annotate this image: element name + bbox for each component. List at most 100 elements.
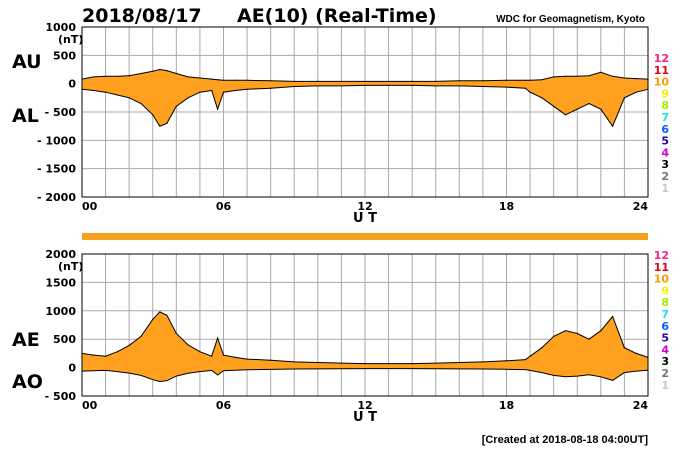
x-tick-label: 18 [499,399,514,412]
au-al-grid [82,26,648,198]
ae-point [340,362,343,364]
ae-point [234,356,236,358]
station-count-label: 7 [661,308,669,321]
au-al-unit: (nT) [58,33,83,46]
y-tick-label: 500 [53,333,76,346]
y-tick-label: 500 [53,49,76,62]
al-point [387,84,390,86]
station-count-label: 3 [661,158,669,171]
au-line [81,68,649,82]
ae-point [93,354,95,356]
al-point [128,97,130,99]
au-point [612,75,614,77]
ao-label: AO [12,371,43,393]
au-point [600,71,602,73]
al-point [317,85,319,87]
ae-point [588,338,590,340]
au-al-frame [81,26,649,198]
x-tick-label: 00 [82,399,98,412]
au-point [564,75,567,77]
station-count-label: 12 [654,52,669,65]
ae-point [152,318,154,320]
station-count-label: 2 [661,170,669,183]
ae-point [140,335,142,337]
ae-point [166,314,168,316]
ae-point [364,363,366,365]
au-point [635,77,637,80]
y-tick-label: - 1500 [37,163,76,176]
au-point [187,76,189,78]
al-point [116,94,118,96]
au-al-y-ticks: 1000 500 0 - 500 - 1000 - 1500 - 2000 [37,21,76,204]
au-point [588,75,590,77]
ae-point [104,355,107,357]
au-point [340,80,343,82]
ae-point [553,335,555,337]
ae-point [270,359,272,361]
ao-line [81,368,649,383]
ae-point [612,315,614,318]
al-point [458,85,460,87]
ae-point [458,361,460,364]
station-count-label: 5 [661,135,669,148]
al-point [222,91,225,93]
au-point [529,79,531,81]
au-point [175,72,177,75]
y-tick-label: 2000 [45,248,76,261]
station-count-label: 11 [654,64,669,77]
station-count-label: 6 [661,123,669,136]
ae-point [411,363,413,365]
au-al-x-axis-label: U T [353,211,377,226]
al-point [270,87,272,89]
au-point [623,77,626,79]
al-point [293,85,295,88]
au-point [234,79,236,81]
ae-point [435,362,437,364]
al-point [564,114,567,116]
au-point [482,80,484,82]
al-point [364,84,366,86]
station-count-label: 8 [661,296,669,309]
au-point [293,80,295,82]
ae-ao-x-ticks: 00 06 12 18 24 [82,399,648,412]
y-tick-label: 0 [68,362,76,375]
au-point [199,77,201,79]
al-point [199,91,201,93]
al-point [104,91,107,93]
al-point [217,108,219,110]
x-tick-label: 06 [216,200,232,213]
au-point [317,80,319,82]
al-point [140,102,142,105]
ae-point [217,337,219,339]
au-point [647,78,649,80]
station-count-label: 10 [654,76,670,89]
date-label: 2018/08/17 [82,5,202,27]
data-coverage-bar [82,233,648,240]
station-count-label: 9 [661,87,669,100]
x-tick-label: 24 [633,399,649,412]
created-timestamp: [Created at 2018-08-18 04:00UT] [482,434,649,446]
y-tick-label: 1000 [45,305,76,318]
y-tick-label: - 1000 [37,134,76,147]
al-point [166,122,168,124]
al-point [635,91,637,93]
al-point [524,87,526,89]
y-tick-label: - 500 [45,106,77,119]
ae-point [505,360,508,362]
ae-point [175,332,177,335]
al-point [187,97,189,99]
al-point [647,88,649,90]
au-al-x-ticks: 00 06 12 18 24 [82,200,648,213]
ae-point [293,361,295,363]
au-point [217,79,219,81]
station-count-label: 3 [661,355,669,368]
ae-point [541,347,543,349]
station-count-label: 12 [654,249,669,262]
al-point [482,85,484,88]
al-point [612,125,614,127]
au-point [159,68,161,71]
y-tick-label: 1500 [45,276,76,289]
x-tick-label: 18 [499,200,514,213]
